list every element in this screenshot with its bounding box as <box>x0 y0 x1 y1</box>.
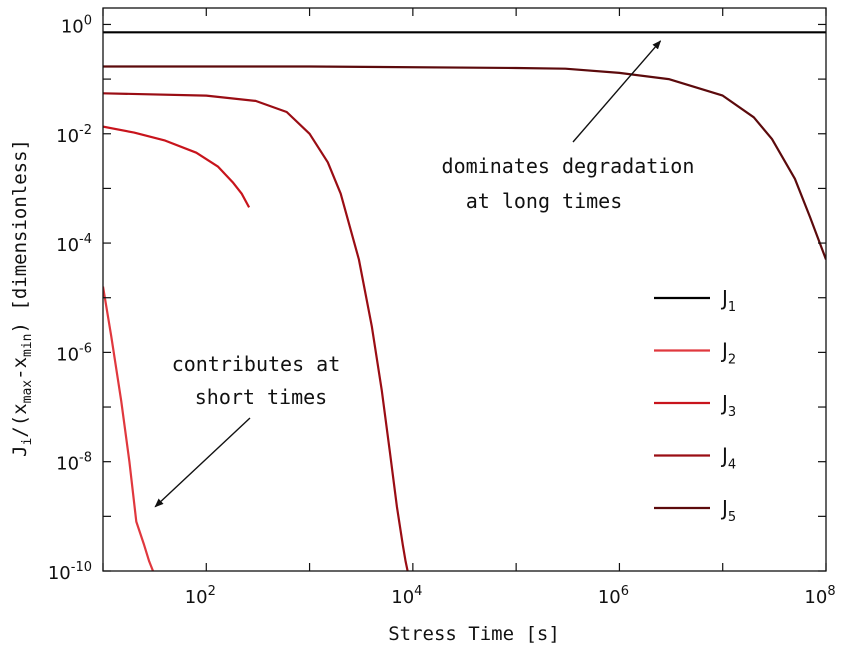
legend-label-j4: J4 <box>720 444 736 473</box>
plot-background <box>103 8 826 571</box>
series-line-j2 <box>103 286 155 571</box>
y-axis-label: Ji/(xmax-xmin) [dimensionless] <box>9 139 35 457</box>
x-tick-label: 104 <box>391 584 422 608</box>
x-tick-label: 108 <box>804 584 835 608</box>
x-tick-label: 102 <box>185 584 216 608</box>
x-axis-label: Stress Time [s] <box>388 623 560 645</box>
y-tick-label: 100 <box>61 13 92 37</box>
annotation-short-times: contributes at short times <box>172 352 353 409</box>
y-tick-label: 10-10 <box>48 560 92 584</box>
annotation-arrow-short-times <box>154 417 251 508</box>
legend: J1 J2 J3 J4 J5 <box>654 286 736 525</box>
y-tick-label: 10-6 <box>56 341 92 365</box>
annotation-layer: dominates degradation at long times cont… <box>154 40 707 508</box>
plot-frame <box>102 7 827 572</box>
series-line-j4 <box>103 92 409 571</box>
y-tick-label: 10-4 <box>56 232 92 256</box>
y-tick-label: 10-2 <box>56 123 92 147</box>
annotation-long-times: dominates degradation at long times <box>442 154 707 213</box>
series-line-j5 <box>103 65 826 260</box>
annotation-arrow-long-times <box>572 40 662 143</box>
legend-label-j5: J5 <box>720 496 736 525</box>
legend-label-j3: J3 <box>720 391 736 420</box>
series-layer <box>103 31 826 571</box>
ticks-layer: 102 104 106 108 100 10-2 10-4 10-6 10-8 10-10 <box>48 8 836 608</box>
legend-label-j2: J2 <box>720 339 736 368</box>
series-line-j3 <box>103 125 251 208</box>
legend-label-j1: J1 <box>720 286 736 315</box>
y-tick-label: 10-8 <box>56 451 92 475</box>
x-tick-label: 106 <box>598 584 629 608</box>
